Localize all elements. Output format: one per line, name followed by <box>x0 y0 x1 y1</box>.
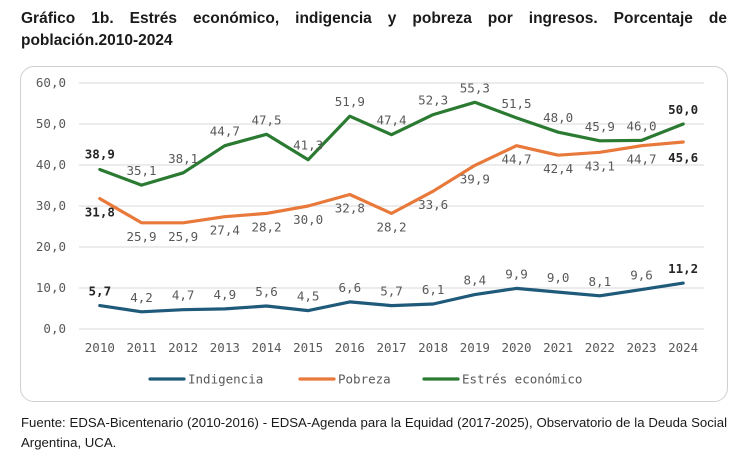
data-label: 55,3 <box>460 80 490 95</box>
data-label: 27,4 <box>210 223 240 238</box>
data-label: 50,0 <box>668 102 698 117</box>
data-label: 44,7 <box>626 152 656 167</box>
data-label: 45,9 <box>585 119 615 134</box>
data-label: 51,9 <box>335 94 365 109</box>
data-label: 48,0 <box>543 110 573 125</box>
data-label: 4,9 <box>214 287 237 302</box>
series-line-1 <box>98 140 685 225</box>
chart-frame <box>20 66 728 402</box>
data-label: 35,1 <box>126 163 156 178</box>
data-label: 47,4 <box>376 113 406 128</box>
data-label: 47,5 <box>251 112 281 127</box>
legend-label: Indigencia <box>188 372 263 387</box>
data-label: 5,6 <box>255 284 278 299</box>
chart-title: Gráfico 1b. Estrés económico, indigencia… <box>21 10 727 49</box>
data-labels: 5,7 4,2 4,7 4,9 5,6 4,5 6,6 5,7 6,1 8,4 9,9 9,0 8,1 9… <box>85 80 698 305</box>
x-tick-label: 2023 <box>626 340 656 355</box>
data-label: 8,4 <box>464 273 487 288</box>
data-label: 28,2 <box>251 219 281 234</box>
series-line-0 <box>98 281 685 314</box>
y-axis-ticks: 0,0 10,0 20,0 30,0 40,0 50,0 60,0 <box>36 75 66 336</box>
data-label: 4,5 <box>297 289 320 304</box>
data-label: 5,7 <box>380 284 403 299</box>
data-label: 9,0 <box>547 270 570 285</box>
x-tick-label: 2022 <box>585 340 615 355</box>
data-label: 42,4 <box>543 161 573 176</box>
data-label: 44,7 <box>210 124 240 139</box>
y-tick-label: 40,0 <box>36 157 66 172</box>
data-label: 33,6 <box>418 197 448 212</box>
data-label: 31,8 <box>85 205 115 220</box>
data-label: 28,2 <box>376 219 406 234</box>
data-label: 9,6 <box>630 268 653 283</box>
data-label: 8,1 <box>589 274 612 289</box>
x-tick-label: 2021 <box>543 340 573 355</box>
y-tick-label: 0,0 <box>43 321 66 336</box>
x-tick-label: 2010 <box>85 340 115 355</box>
x-tick-label: 2012 <box>168 340 198 355</box>
x-tick-label: 2011 <box>126 340 156 355</box>
data-label: 4,7 <box>172 288 195 303</box>
y-tick-label: 50,0 <box>36 116 66 131</box>
data-label: 41,3 <box>293 138 323 153</box>
gridlines <box>79 82 704 330</box>
data-label: 5,7 <box>89 284 112 299</box>
data-label: 52,3 <box>418 93 448 108</box>
source-note: Fuente: EDSA-Bicentenario (2010-2016) - … <box>21 415 727 450</box>
y-tick-label: 20,0 <box>36 239 66 254</box>
data-label: 11,2 <box>668 261 698 276</box>
x-axis-ticks: 2010 2011 2012 2013 2014 2015 2016 2017 2018 2019… <box>85 340 698 355</box>
legend-label: Pobreza <box>338 372 391 387</box>
x-tick-label: 2016 <box>335 340 365 355</box>
data-label: 38,9 <box>85 147 115 162</box>
legend-label: Estrés económico <box>462 372 582 387</box>
x-tick-label: 2018 <box>418 340 448 355</box>
data-label: 46,0 <box>626 118 656 133</box>
y-tick-label: 60,0 <box>36 75 66 90</box>
series-lines <box>98 100 685 314</box>
data-label: 25,9 <box>168 229 198 244</box>
legend: Indigencia Pobreza Estrés económico <box>148 372 582 387</box>
data-label: 45,6 <box>668 150 698 165</box>
y-tick-label: 30,0 <box>36 198 66 213</box>
data-label: 51,5 <box>501 96 531 111</box>
data-label: 32,8 <box>335 201 365 216</box>
data-label: 4,2 <box>130 290 153 305</box>
data-label: 25,9 <box>126 229 156 244</box>
series-line-2 <box>98 100 685 187</box>
data-label: 6,1 <box>422 282 445 297</box>
x-tick-label: 2014 <box>251 340 281 355</box>
data-label: 44,7 <box>501 152 531 167</box>
data-label: 30,0 <box>293 212 323 227</box>
x-tick-label: 2019 <box>460 340 490 355</box>
x-tick-label: 2020 <box>501 340 531 355</box>
data-label: 39,9 <box>460 171 490 186</box>
x-tick-label: 2024 <box>668 340 698 355</box>
data-label: 38,1 <box>168 151 198 166</box>
x-tick-label: 2017 <box>376 340 406 355</box>
y-tick-label: 10,0 <box>36 280 66 295</box>
x-tick-label: 2015 <box>293 340 323 355</box>
data-label: 43,1 <box>585 158 615 173</box>
x-tick-label: 2013 <box>210 340 240 355</box>
data-label: 6,6 <box>339 280 362 295</box>
data-label: 9,9 <box>505 266 528 281</box>
